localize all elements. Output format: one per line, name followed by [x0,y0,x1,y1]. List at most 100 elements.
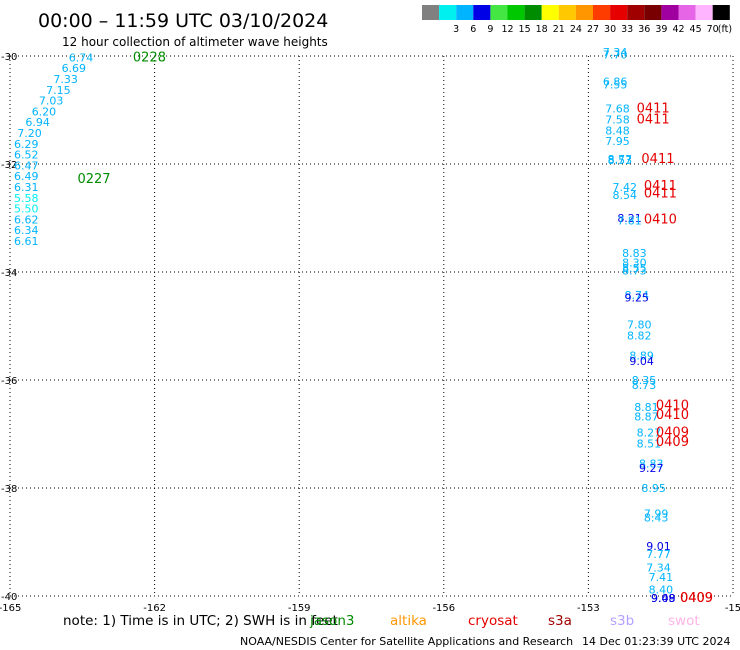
scale-tick-label: 42 [672,24,684,35]
scale-swatch [439,5,457,20]
wave-height-value: 8.35 [632,374,657,387]
x-tick-label: -153 [577,603,600,614]
satellite-legend: jason3 altika cryosat s3a s3b swot [309,613,700,629]
wave-height-value: 8.74 [625,289,650,302]
footer-timestamp: 14 Dec 01:23:39 UTC 2024 [582,635,730,648]
y-tick-label: -36 [1,376,17,387]
scale-tick-label: 21 [553,24,565,35]
x-tick-label: -159 [288,603,311,614]
wave-height-value: 7.95 [605,135,630,148]
satellite-legend-item: cryosat [468,613,518,629]
x-tick-label: -15 [725,603,740,614]
scale-tick-label: 70 [707,24,719,35]
y-tick-label: -38 [1,484,17,495]
satellite-legend-item: swot [668,613,700,629]
pass-time-label: 0409 [680,591,713,606]
wave-height-labels: 6.746.697.337.157.036.206.947.206.296.52… [14,46,676,605]
scale-swatch [422,5,440,20]
wave-height-value: 7.34 [646,562,671,575]
y-tick-label: -40 [1,592,17,603]
pass-time-label: 0409 [680,591,713,606]
x-tick-label: -162 [143,603,166,614]
scale-swatch [661,5,679,20]
wave-height-value: 7.41 [649,571,674,584]
scale-tick-label: 30 [604,24,616,35]
wave-height-value: 9.09 [651,592,676,605]
scale-tick-label: 15 [519,24,531,35]
pass-time-label: 0411 [641,152,674,167]
scale-swatch [575,5,593,20]
satellite-legend-item: s3b [610,613,634,629]
wave-height-value: 8.83 [639,457,664,470]
axis-tick-labels: -165 -162 -159 -156 -153 -15 -40 -38 -36 -34 -32 -3… [0,52,740,614]
scale-swatch [507,5,525,20]
satellite-legend-item: s3a [548,613,572,629]
x-tick-label: -156 [432,603,455,614]
scale-swatch [456,5,474,20]
wave-height-value: 7.03 [39,95,64,108]
wave-height-value: 9.48 [651,592,676,605]
color-scale-legend: 3 6 9 12 15 18 21 24 27 30 33 36 39 42 45 70 (ft) [422,5,732,35]
pass-time-label: 0411 [637,102,670,117]
wave-height-value: 6.52 [14,149,39,162]
wave-height-value: 7.99 [644,508,669,521]
wave-height-value: 6.49 [14,170,39,183]
scale-tick-label: 24 [570,24,582,35]
wave-height-value: 7.15 [46,84,71,97]
wave-height-value: 6.94 [25,116,50,129]
footer-credit: NOAA/NESDIS Center for Satellite Applica… [240,635,573,648]
pass-time-label: 0410 [644,212,677,227]
wave-height-value: 8.77 [608,153,633,166]
scale-swatch [644,5,662,20]
scale-tick-label: 6 [470,24,476,35]
pass-time-label: 0228 [133,50,166,65]
scale-swatch [524,5,542,20]
wave-height-value: 6.34 [14,224,39,237]
scale-tick-label: 39 [655,24,667,35]
pass-time-label: 0409 [656,426,689,441]
wave-height-value: 6.86 [603,76,628,89]
wave-height-value: 7.34 [603,46,628,59]
wave-height-value: 6.47 [14,159,39,172]
scale-tick-label: 12 [501,24,513,35]
pass-time-label: 0411 [644,186,677,201]
wave-height-value: 6.20 [32,105,57,118]
wave-height-value: 7.55 [603,78,628,91]
pass-time-label: 0411 [637,113,670,128]
wave-height-value: 9.27 [639,462,664,475]
wave-height-value: 7.20 [17,127,42,140]
scale-swatch [490,5,508,20]
wave-height-value: 6.61 [14,235,39,248]
wave-height-value: 8.73 [622,265,647,278]
scale-swatch [610,5,628,20]
scale-tick-label: 9 [487,24,493,35]
satellite-legend-item: jason3 [309,613,354,629]
wave-height-value: 8.53 [608,154,633,167]
wave-height-value: 7.80 [627,319,652,332]
wave-height-value: 8.30 [622,257,647,270]
wave-height-value: 7.70 [603,49,628,62]
wave-height-value: 9.25 [625,292,650,305]
scale-swatch [627,5,645,20]
wave-height-value: 5.58 [14,192,39,205]
pass-time-label: 0227 [77,172,110,187]
wave-height-value: 8.81 [634,401,659,414]
y-tick-label: -30 [1,52,17,63]
wave-height-value: 7.58 [605,114,630,127]
scale-tick-label: 18 [536,24,548,35]
scale-tick-label: 36 [638,24,650,35]
scale-swatch [473,5,491,20]
wave-height-value: 8.73 [632,379,657,392]
wave-height-value: 8.55 [622,262,647,275]
wave-height-value: 8.27 [637,427,662,440]
wave-height-value: 8.40 [649,583,674,596]
scale-swatch [678,5,696,20]
wave-height-value: 6.29 [14,138,39,151]
wave-height-value: 6.74 [69,51,94,64]
scale-tick-label: 33 [621,24,633,35]
wave-height-value: 9.04 [629,355,654,368]
pass-time-label: 0410 [656,399,689,414]
chart-title: 00:00 – 11:59 UTC 03/10/2024 [38,10,328,32]
scale-tick-label: 3 [453,24,459,35]
